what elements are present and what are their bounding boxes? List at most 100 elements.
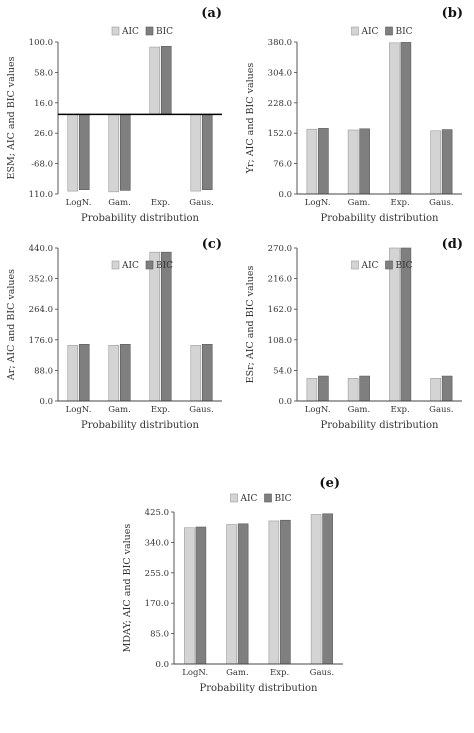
bar-aic-gaus [310, 514, 322, 665]
y-tick-label: 170.0 [145, 599, 169, 609]
legend: AIC BIC [230, 493, 292, 504]
y-tick-label: 264.0 [29, 305, 53, 315]
panel-label: (e) [319, 476, 340, 491]
y-axis-title: ESr; AIC and BIC values [245, 266, 256, 384]
bar-aic-logn [306, 378, 318, 402]
y-tick-label: 16.0 [34, 99, 53, 109]
legend-swatch-aic [351, 26, 359, 36]
x-axis-title: Probability distribution [200, 683, 319, 694]
x-tick-label: Gaus. [310, 668, 334, 678]
chart-panel-3: (c) 0.0 88.0 176.0 264.0 352.0 440.0 LogN. Gam. E… [6, 237, 222, 431]
bar-bic-logn [195, 526, 207, 665]
y-axis-title: ESM; AIC and BIC values [6, 56, 17, 179]
bar-bic-logn [318, 375, 329, 402]
y-tick-label: 54.0 [273, 366, 292, 376]
y-tick-label: 380.0 [268, 38, 292, 48]
x-tick-label: Exp. [151, 405, 170, 415]
legend-label-bic: BIC [156, 27, 173, 37]
x-tick-label: LogN. [66, 198, 92, 208]
x-tick-label: Exp. [151, 198, 170, 208]
x-axis-title: Probability distribution [81, 213, 200, 224]
x-tick-label: Gaus. [189, 405, 213, 415]
y-tick-label: 26.0 [34, 129, 53, 139]
x-tick-label: Gam. [348, 198, 371, 208]
legend: AIC BIC [111, 260, 173, 271]
bar-aic-gaus [430, 378, 441, 402]
y-tick-label: 0.0 [278, 397, 292, 407]
y-tick-label: 58.0 [34, 68, 53, 78]
y-tick-label: 100.0 [29, 38, 53, 48]
y-tick-label: 440.0 [29, 244, 53, 254]
bar-aic-logn [67, 114, 79, 192]
x-tick-label: Exp. [391, 405, 410, 415]
panel-label: (d) [442, 237, 463, 252]
y-tick-label: 88.0 [34, 366, 53, 376]
x-tick-label: Gaus. [189, 198, 213, 208]
bar-bic-gaus [201, 344, 213, 402]
x-tick-label: Gam. [226, 668, 249, 678]
y-axis-title: MDAY; AIC and BIC values [122, 524, 133, 653]
y-tick-label: 216.0 [268, 275, 292, 285]
bar-aic-gaus [430, 130, 441, 195]
x-tick-label: Exp. [391, 198, 410, 208]
bar-aic-gaus [190, 345, 202, 402]
y-tick-label: 0.0 [155, 660, 169, 670]
legend-label-aic: AIC [361, 27, 379, 37]
bar-aic-gam [347, 378, 359, 402]
bar-bic-exp [280, 519, 291, 665]
legend-swatch-bic [385, 260, 393, 270]
bar-bic-exp [160, 251, 172, 402]
bar-bic-exp [400, 42, 412, 195]
panel-label: (a) [201, 6, 222, 21]
x-tick-label: Exp. [270, 668, 289, 678]
y-tick-label: 76.0 [273, 160, 292, 170]
legend-label-aic: AIC [121, 27, 139, 37]
y-tick-label: 152.0 [268, 129, 292, 139]
bar-bic-gam [119, 114, 131, 191]
legend-label-aic: AIC [121, 261, 139, 271]
bar-bic-gaus [201, 114, 213, 190]
legend: AIC BIC [351, 26, 413, 37]
bar-aic-exp [149, 251, 161, 402]
panel-label: (c) [202, 237, 222, 252]
y-tick-label: 352.0 [29, 275, 53, 285]
bar-bic-gaus [441, 375, 453, 402]
bar-aic-gam [226, 524, 237, 665]
y-tick-label: 228.0 [268, 99, 292, 109]
bar-aic-exp [268, 520, 280, 665]
bar-aic-exp [149, 46, 161, 115]
bar-bic-gaus [441, 129, 453, 195]
legend-swatch-aic [351, 260, 359, 270]
bar-aic-logn [306, 128, 318, 195]
y-tick-label: 85.0 [150, 630, 169, 640]
x-tick-label: Gam. [108, 198, 131, 208]
y-tick-label: 162.0 [268, 305, 292, 315]
x-axis-title: Probability distribution [321, 213, 440, 224]
bar-aic-logn [184, 527, 195, 665]
y-tick-label: -68.0 [31, 160, 53, 170]
bar-bic-logn [78, 344, 90, 402]
y-tick-label: 340.0 [145, 538, 169, 548]
bar-aic-gam [347, 129, 359, 195]
y-axis-title: Ar; AIC and BIC values [6, 269, 17, 381]
legend-swatch-bic [264, 493, 272, 503]
x-tick-label: Gaus. [429, 198, 453, 208]
legend: AIC BIC [111, 26, 173, 37]
y-tick-label: 425.0 [145, 508, 169, 518]
y-tick-label: 0.0 [278, 190, 292, 200]
legend-label-bic: BIC [396, 261, 413, 271]
y-tick-label: 110.0 [29, 190, 53, 200]
bar-bic-gaus [322, 513, 333, 665]
legend-swatch-bic [385, 26, 393, 36]
legend-label-bic: BIC [156, 261, 173, 271]
legend-label-bic: BIC [275, 494, 292, 504]
y-axis-title: Yr; AIC and BIC values [245, 63, 256, 175]
x-tick-label: LogN. [305, 405, 331, 415]
chart-panel-1: (a) 100.0 58.0 16.0 26.0 -68.0 110.0 LogN. Gam. E… [6, 6, 222, 224]
legend-label-aic: AIC [240, 494, 258, 504]
legend: AIC BIC [351, 260, 413, 271]
x-axis-title: Probability distribution [321, 420, 440, 431]
y-tick-label: 304.0 [268, 68, 292, 78]
bar-aic-gam [108, 114, 120, 193]
